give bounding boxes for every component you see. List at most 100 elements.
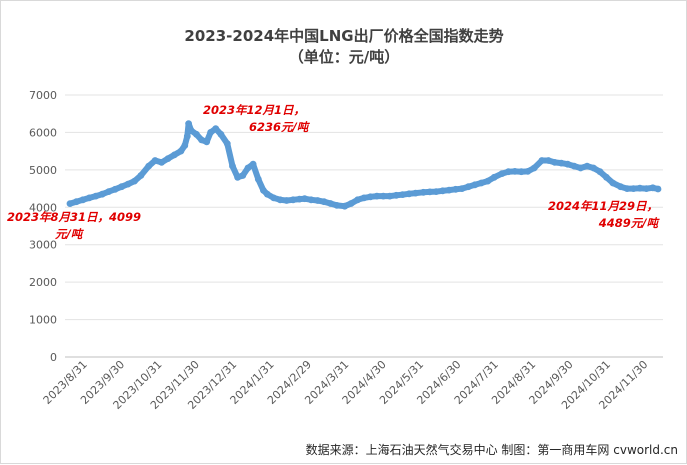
data-point <box>111 185 119 193</box>
data-point <box>379 192 387 200</box>
data-point <box>538 157 546 164</box>
data-point <box>360 194 368 202</box>
data-point <box>254 175 262 183</box>
data-point <box>373 192 381 200</box>
data-point <box>623 185 631 193</box>
data-point <box>307 196 315 204</box>
data-point <box>270 194 278 202</box>
y-tick-label: 5000 <box>29 164 57 177</box>
data-point <box>320 198 328 206</box>
data-point <box>590 164 597 172</box>
data-point <box>477 179 485 187</box>
y-tick-label: 1000 <box>29 314 57 327</box>
data-point <box>333 202 341 209</box>
data-point <box>347 200 355 207</box>
data-point <box>654 185 662 193</box>
source-note: 数据来源：上海石油天然气交易中心 制图：第一商用车网 cvworld.cn <box>306 442 678 457</box>
series-layer <box>66 120 662 210</box>
data-point <box>649 184 657 192</box>
data-point <box>164 155 172 163</box>
data-point <box>458 185 466 193</box>
data-point <box>212 125 220 133</box>
y-tick-label: 6000 <box>29 126 57 139</box>
data-point <box>577 164 584 172</box>
data-point <box>517 168 525 176</box>
data-point <box>636 184 644 192</box>
data-point <box>193 130 200 138</box>
data-point <box>181 142 189 149</box>
data-point <box>643 185 650 193</box>
data-point <box>524 168 532 175</box>
data-point <box>530 164 538 172</box>
data-point <box>137 172 145 179</box>
data-point <box>564 160 572 168</box>
data-point <box>203 138 211 146</box>
data-point <box>439 187 447 195</box>
data-point <box>85 194 93 202</box>
gridlines <box>65 94 663 358</box>
data-point <box>276 196 284 204</box>
data-point <box>183 132 191 140</box>
annotation-label: 2023年12月1日， <box>203 103 305 117</box>
data-point <box>151 157 159 164</box>
data-point <box>609 179 617 187</box>
data-point <box>296 195 303 203</box>
x-axis: 2023/8/312023/9/302023/10/312023/11/3020… <box>41 358 651 412</box>
data-point <box>187 127 195 134</box>
data-point <box>131 177 138 185</box>
data-point <box>92 192 100 200</box>
data-point <box>124 180 132 188</box>
data-point <box>207 129 215 136</box>
data-point <box>465 183 472 191</box>
annotation-label: 2024年11月29日， <box>548 199 658 213</box>
data-point <box>498 170 506 178</box>
y-tick-label: 4000 <box>29 201 57 214</box>
data-point <box>244 164 252 172</box>
data-point <box>66 200 74 208</box>
data-point <box>354 196 361 204</box>
data-point <box>223 140 231 148</box>
data-point <box>145 162 153 170</box>
data-point <box>452 185 459 193</box>
data-point <box>596 168 604 176</box>
data-point <box>341 202 349 210</box>
data-point <box>118 183 125 191</box>
y-tick-label: 7000 <box>29 89 57 102</box>
data-point <box>557 159 565 167</box>
chart-title: 2023-2024年中国LNG出厂价格全国指数走势 <box>184 27 503 45</box>
data-point <box>327 200 334 207</box>
annotation-label: 2023年8月31日，4099 <box>7 210 141 224</box>
data-point <box>367 193 374 201</box>
annotations: 2023年8月31日，4099 元/吨 2023年12月1日， 6236元/吨 2024… <box>7 103 660 241</box>
data-point <box>405 190 413 198</box>
data-point <box>217 130 225 138</box>
data-point <box>79 196 87 204</box>
data-point <box>545 157 552 164</box>
y-tick-label: 2000 <box>29 276 57 289</box>
data-point <box>263 190 271 198</box>
data-point <box>570 162 578 170</box>
data-point <box>617 183 624 191</box>
data-point <box>603 173 610 181</box>
data-point <box>445 186 453 194</box>
data-point <box>73 198 80 206</box>
data-point <box>177 147 185 155</box>
data-point <box>301 195 309 203</box>
data-point <box>158 159 166 166</box>
annotation-label: 元/吨 <box>55 227 85 241</box>
data-point <box>171 151 178 159</box>
data-point <box>399 191 407 199</box>
data-point <box>412 189 419 197</box>
data-point <box>229 162 236 170</box>
data-point <box>505 168 512 176</box>
data-point <box>392 191 400 199</box>
y-tick-label: 3000 <box>29 239 57 252</box>
data-point <box>198 136 205 144</box>
data-point <box>630 185 637 193</box>
data-point <box>426 188 434 196</box>
data-point <box>105 188 113 196</box>
annotation-label: 4489元/吨 <box>598 216 661 230</box>
data-point <box>249 160 257 168</box>
data-point <box>432 188 440 196</box>
